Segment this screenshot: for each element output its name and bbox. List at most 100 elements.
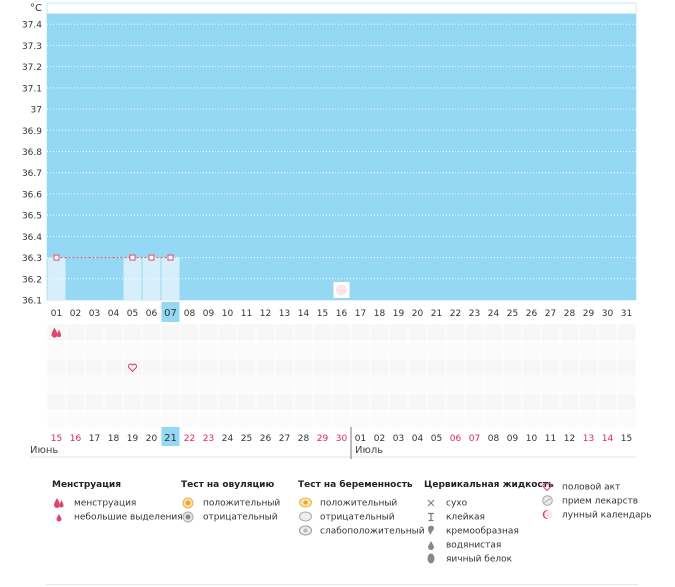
grid-cell	[161, 324, 180, 341]
grid-cell	[560, 376, 579, 393]
grid-cell	[47, 376, 66, 393]
grid-cell	[408, 324, 427, 341]
grid-cell	[522, 411, 541, 428]
legend-item: сухо	[424, 496, 554, 510]
grid-cell	[446, 341, 465, 359]
grid-cell	[503, 324, 522, 341]
grid-cell	[47, 359, 66, 376]
dry-icon	[424, 496, 438, 510]
x-tick-label: 19	[393, 309, 405, 319]
grid-cell	[617, 324, 636, 341]
cycle-date-label: 20	[146, 434, 158, 444]
legend-title: Тест на беременность	[298, 480, 413, 490]
x-tick-label: 02	[70, 309, 81, 319]
legend-ovulation: Тест на овуляцию положительный отрицател…	[181, 480, 280, 524]
cycle-date-label: 22	[184, 434, 195, 444]
x-tick-label: 09	[203, 309, 215, 319]
ovulation-negative-icon	[181, 510, 195, 524]
cycle-date-label: 02	[374, 434, 385, 444]
legend-item: отрицательный	[298, 510, 425, 524]
grid-cell	[142, 393, 161, 411]
grid-cell	[370, 411, 389, 428]
grid-cell	[237, 376, 256, 393]
x-tick-label: 29	[583, 309, 595, 319]
cycle-date-label: 07	[469, 434, 480, 444]
y-tick-label: 36.7	[22, 169, 42, 179]
cycle-date-label: 08	[488, 434, 500, 444]
grid-cell	[180, 359, 199, 376]
grid-cell	[427, 341, 446, 359]
grid-cell	[313, 393, 332, 411]
notes-grid	[47, 324, 636, 428]
grid-cell	[123, 393, 142, 411]
grid-cell	[294, 359, 313, 376]
legend-label: слабоположительный	[320, 526, 425, 537]
legend-label: небольшие выделения	[74, 512, 183, 523]
legend-label: половой акт	[562, 482, 621, 493]
grid-cell	[503, 393, 522, 411]
pill-icon	[540, 494, 554, 508]
grid-cell	[256, 324, 275, 341]
cycle-date-label: 15	[51, 434, 62, 444]
grid-cell	[446, 359, 465, 376]
grid-cell	[370, 393, 389, 411]
creamy-icon	[424, 524, 438, 538]
grid-cell	[66, 393, 85, 411]
legend-label: лунный календарь	[562, 510, 652, 521]
grid-cell	[275, 393, 294, 411]
grid-cell	[66, 376, 85, 393]
grid-cell	[541, 393, 560, 411]
grid-cell	[294, 324, 313, 341]
y-tick-label: 36.4	[22, 233, 42, 243]
grid-cell	[123, 411, 142, 428]
legend-item: положительный	[181, 496, 280, 510]
x-tick-label: 03	[89, 309, 100, 319]
y-tick-label: 36.2	[22, 275, 42, 285]
cycle-date-label: 23	[203, 434, 214, 444]
grid-cell	[199, 359, 218, 376]
grid-cell	[598, 411, 617, 428]
watery-icon	[424, 538, 438, 552]
grid-cell	[142, 359, 161, 376]
grid-cell	[351, 341, 370, 359]
grid-cell	[503, 376, 522, 393]
temperature-bar	[142, 257, 161, 300]
grid-cell	[66, 341, 85, 359]
grid-cell	[199, 341, 218, 359]
y-tick-label: 37.2	[22, 63, 42, 73]
legend-other: половой акт прием лекарств лунный календ…	[540, 480, 652, 522]
cycle-date-label: 18	[108, 434, 120, 444]
grid-cell	[332, 411, 351, 428]
grid-cell	[66, 359, 85, 376]
legend-item: яичный белок	[424, 552, 554, 566]
grid-cell	[484, 359, 503, 376]
grid-cell	[351, 411, 370, 428]
temperature-chart: 37.4 37.3 37.2 37.1 37 36.9 36.8 36.7 36.6 36.5 36…	[22, 2, 637, 459]
grid-cell	[465, 411, 484, 428]
grid-cell	[199, 393, 218, 411]
grid-cell	[408, 393, 427, 411]
grid-cell	[560, 411, 579, 428]
grid-cell	[47, 393, 66, 411]
legend-label: кремообразная	[446, 526, 519, 537]
grid-cell	[218, 359, 237, 376]
cycle-date-label: 24	[222, 434, 234, 444]
grid-cell	[256, 376, 275, 393]
grid-cell	[161, 341, 180, 359]
grid-cell	[408, 376, 427, 393]
ovulation-positive-icon	[181, 496, 195, 510]
legend-item: небольшие выделения	[52, 510, 183, 524]
pregnancy-weak-icon	[298, 524, 312, 538]
x-tick-label: 01	[51, 309, 62, 319]
grid-cell	[104, 359, 123, 376]
moon-icon	[333, 282, 350, 298]
cycle-date-label: 17	[89, 434, 100, 444]
legend: Менструация менструация небольшие выделе…	[46, 480, 652, 580]
grid-cell	[313, 411, 332, 428]
cycle-date-label: 29	[317, 434, 329, 444]
grid-cell	[484, 341, 503, 359]
grid-cell	[598, 341, 617, 359]
grid-cell	[370, 359, 389, 376]
grid-cell	[180, 341, 199, 359]
x-tick-label: 26	[526, 309, 538, 319]
